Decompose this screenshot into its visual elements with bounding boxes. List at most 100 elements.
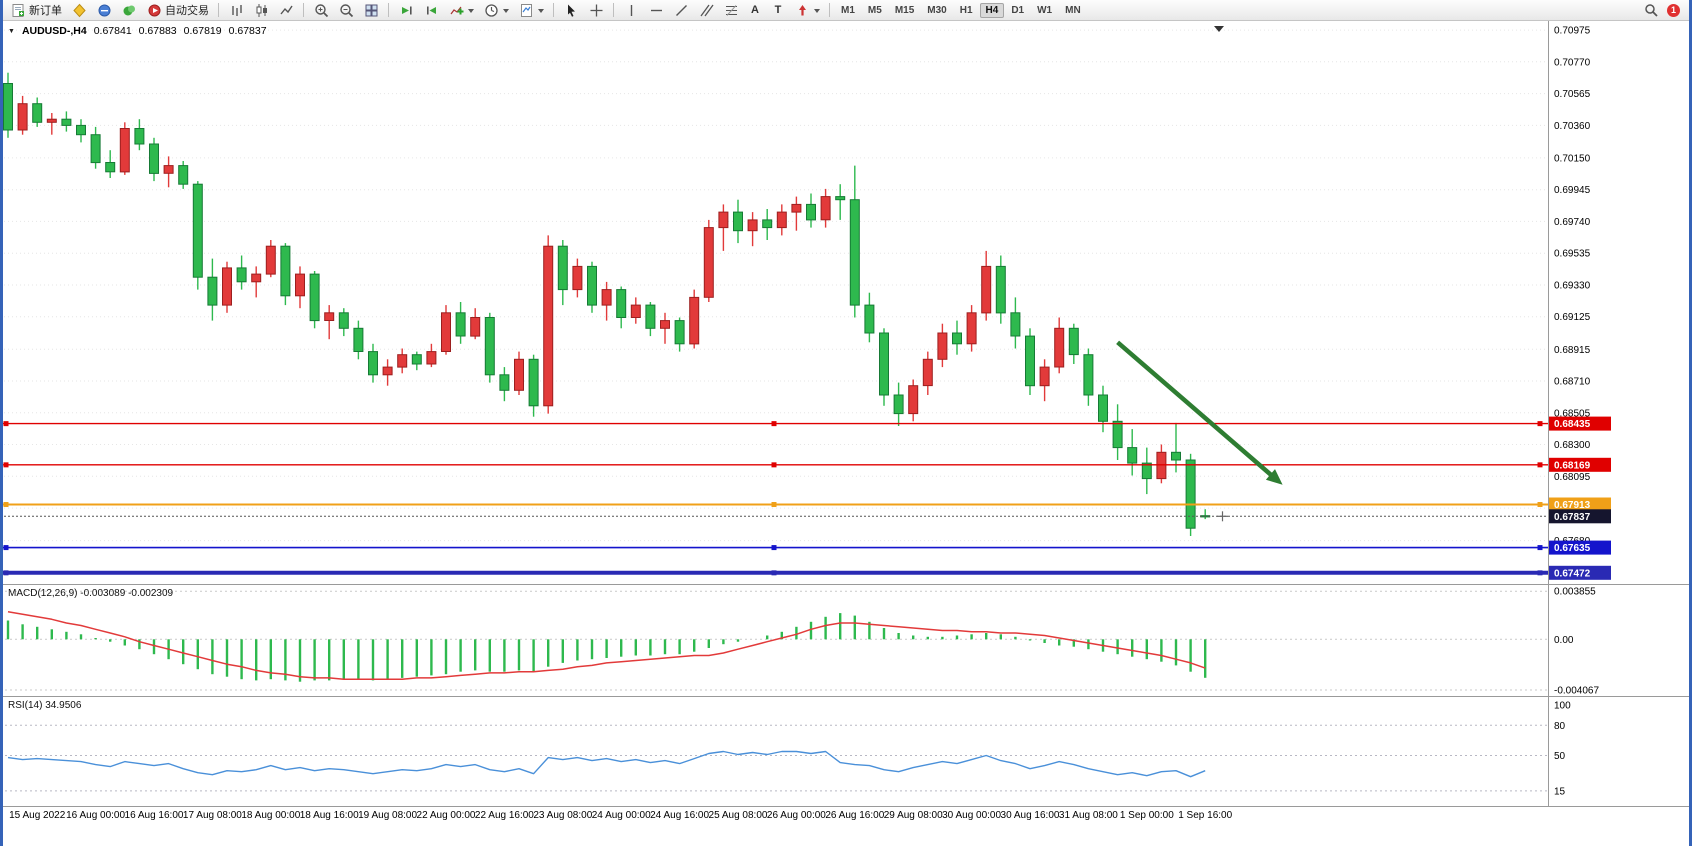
wizard-button[interactable] [67,1,91,20]
svg-text:30 Aug 16:00: 30 Aug 16:00 [1001,810,1060,821]
auto-trading-label: 自动交易 [165,5,209,17]
timeframe-m30-button[interactable]: M30 [921,3,952,18]
svg-text:-0.004067: -0.004067 [1554,686,1599,697]
svg-text:22 Aug 16:00: 22 Aug 16:00 [475,810,534,821]
timeframe-h4-button[interactable]: H4 [979,2,1005,18]
crosshair-icon [588,2,604,18]
svg-text:0.68710: 0.68710 [1554,377,1591,388]
svg-text:0.70770: 0.70770 [1554,57,1591,68]
toolbar-separator [613,3,614,17]
text-label-icon: T [774,4,782,16]
svg-text:1 Sep 16:00: 1 Sep 16:00 [1178,810,1232,821]
auto-scroll-button[interactable] [394,1,418,20]
toolbar-separator [303,3,304,17]
tile-windows-button[interactable] [359,1,383,20]
zoom-in-button[interactable] [309,1,333,20]
svg-text:0.69330: 0.69330 [1554,281,1591,292]
svg-text:19 Aug 08:00: 19 Aug 08:00 [358,810,417,821]
notification-badge[interactable]: 1 [1667,3,1680,17]
svg-text:0.69945: 0.69945 [1554,185,1591,196]
community-button[interactable] [117,1,141,20]
svg-text:0.68505: 0.68505 [1554,408,1591,419]
svg-text:0.68095: 0.68095 [1554,472,1591,483]
timeframe-d1-button[interactable]: D1 [1005,3,1030,18]
chart-shift-icon [423,2,439,18]
svg-text:16 Aug 00:00: 16 Aug 00:00 [66,810,125,821]
zoom-in-icon [313,2,329,18]
cursor-arrow-icon [563,2,579,18]
indicators-icon [448,2,464,18]
svg-text:0.67635: 0.67635 [1554,543,1591,554]
svg-text:0.69125: 0.69125 [1554,312,1591,323]
toolbar: 新订单 自动交易 A T M1 [0,0,1692,21]
bar-chart-icon [228,2,244,18]
svg-text:100: 100 [1554,701,1571,712]
toolbar-right-group: 1 [1643,2,1686,18]
svg-text:0.69740: 0.69740 [1554,217,1591,228]
svg-text:24 Aug 16:00: 24 Aug 16:00 [650,810,709,821]
horizontal-line-tool[interactable] [644,1,668,20]
channel-tool[interactable] [694,1,718,20]
svg-text:26 Aug 16:00: 26 Aug 16:00 [825,810,884,821]
timeframe-w1-button[interactable]: W1 [1031,3,1058,18]
arrows-tool[interactable] [790,1,824,20]
timeframe-mn-button[interactable]: MN [1059,3,1087,18]
periods-button[interactable] [479,1,513,20]
timeframe-h1-button[interactable]: H1 [954,3,979,18]
svg-text:80: 80 [1554,721,1566,732]
svg-text:18 Aug 00:00: 18 Aug 00:00 [241,810,300,821]
text-tool-icon: A [751,4,759,16]
templates-button[interactable] [514,1,548,20]
chart-shift-button[interactable] [419,1,443,20]
svg-text:15 Aug 2022: 15 Aug 2022 [9,810,66,821]
candlestick-chart-button[interactable] [249,1,273,20]
trendline-icon [673,2,689,18]
svg-text:18 Aug 16:00: 18 Aug 16:00 [300,810,359,821]
fibonacci-icon [723,2,739,18]
bar-chart-button[interactable] [224,1,248,20]
timeframe-m15-button[interactable]: M15 [889,3,920,18]
line-chart-button[interactable] [274,1,298,20]
timeframe-m5-button[interactable]: M5 [862,3,888,18]
toolbar-separator [553,3,554,17]
vertical-line-tool[interactable] [619,1,643,20]
svg-text:29 Aug 08:00: 29 Aug 08:00 [884,810,943,821]
chevron-down-icon [814,8,820,16]
new-order-button[interactable]: 新订单 [6,1,66,20]
auto-trading-button[interactable]: 自动交易 [142,1,213,20]
indicators-button[interactable] [444,1,478,20]
text-tool[interactable]: A [744,1,766,20]
market-watch-icon [96,2,112,18]
line-chart-icon [278,2,294,18]
text-label-tool[interactable]: T [767,1,789,20]
cursor-button[interactable] [559,1,583,20]
channel-icon [698,2,714,18]
svg-text:0.67472: 0.67472 [1554,568,1591,579]
timeframe-m1-button[interactable]: M1 [835,3,861,18]
crosshair-button[interactable] [584,1,608,20]
svg-text:24 Aug 00:00: 24 Aug 00:00 [592,810,651,821]
svg-text:0.68915: 0.68915 [1554,345,1591,356]
svg-text:25 Aug 08:00: 25 Aug 08:00 [709,810,768,821]
chevron-down-icon [468,8,474,16]
svg-text:31 Aug 08:00: 31 Aug 08:00 [1059,810,1118,821]
search-icon[interactable] [1643,2,1659,18]
zoom-out-button[interactable] [334,1,358,20]
fibonacci-tool[interactable] [719,1,743,20]
new-order-icon [10,2,26,18]
zoom-out-icon [338,2,354,18]
trendline-tool[interactable] [669,1,693,20]
auto-trading-icon [146,2,162,18]
market-watch-button[interactable] [92,1,116,20]
arrow-shapes-icon [794,2,810,18]
candlestick-icon [253,2,269,18]
window-border-left [0,0,3,846]
chevron-down-icon [538,8,544,16]
svg-text:50: 50 [1554,751,1566,762]
svg-text:0.69535: 0.69535 [1554,249,1591,260]
svg-text:0.68169: 0.68169 [1554,460,1591,471]
auto-scroll-icon [398,2,414,18]
chevron-down-icon [503,8,509,16]
